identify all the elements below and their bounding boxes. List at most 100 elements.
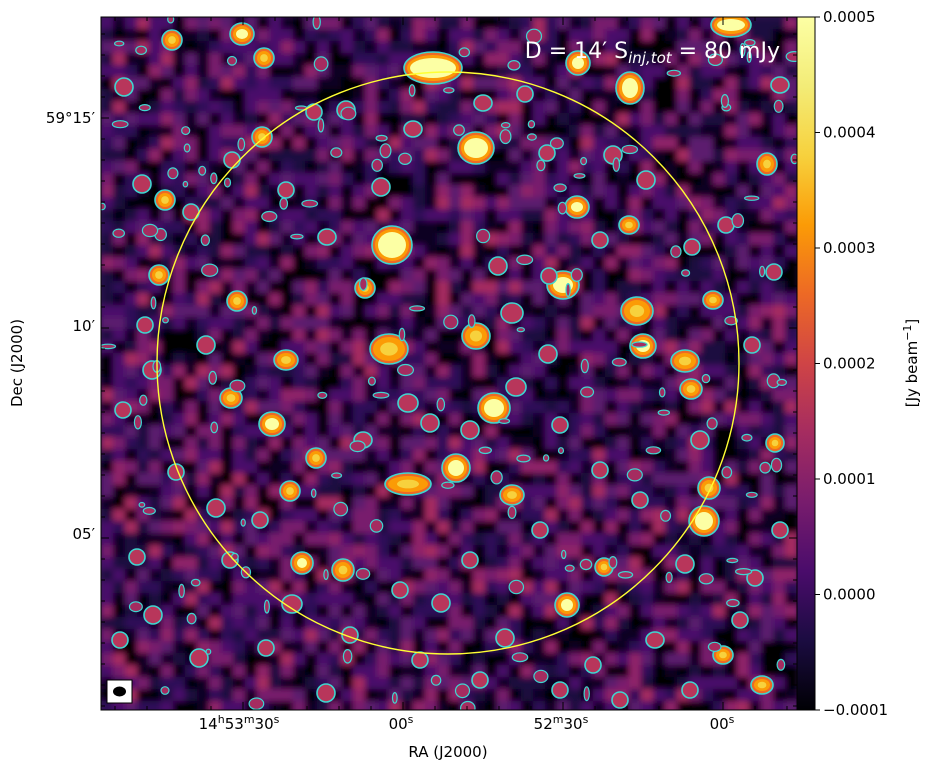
point-source — [620, 296, 654, 326]
faint-contour — [511, 652, 529, 663]
point-source — [471, 671, 489, 689]
source-core — [281, 356, 291, 364]
faint-contour — [617, 570, 634, 579]
source-contour — [690, 430, 710, 450]
point-source — [688, 505, 720, 537]
point-source — [371, 177, 391, 197]
faint-contour — [453, 124, 465, 136]
source-contour — [305, 103, 323, 121]
source-contour — [488, 256, 508, 276]
faint-contour — [536, 159, 546, 172]
point-source — [369, 333, 409, 365]
point-source — [305, 447, 327, 469]
source-contour — [584, 656, 602, 674]
faint-contour — [237, 137, 246, 151]
faint-contour — [458, 47, 470, 58]
source-core — [378, 232, 406, 258]
faint-contour — [355, 567, 371, 580]
point-source — [251, 126, 273, 148]
source-core — [448, 460, 464, 476]
faint-contour — [645, 446, 662, 455]
faint-contour — [580, 358, 589, 374]
source-core — [312, 454, 320, 462]
source-contour — [403, 120, 423, 138]
faint-contour — [342, 648, 353, 664]
source-contour — [500, 302, 524, 324]
point-source — [189, 648, 209, 668]
source-contour — [431, 593, 451, 613]
faint-contour — [133, 415, 142, 430]
source-contour — [460, 420, 480, 440]
point-source — [631, 491, 649, 509]
faint-contour — [570, 268, 583, 282]
point-source — [743, 336, 761, 354]
point-source — [746, 569, 764, 587]
source-core — [161, 196, 169, 204]
source-contour — [516, 85, 534, 103]
point-source — [710, 17, 752, 38]
faint-contour — [516, 254, 534, 266]
source-contour — [111, 631, 129, 649]
x-tick-label: 00s — [710, 713, 735, 733]
faint-contour — [731, 213, 745, 229]
faint-contour — [670, 245, 682, 258]
faint-contour — [498, 418, 511, 425]
source-core — [622, 78, 638, 98]
faint-contour — [743, 38, 756, 47]
faint-contour — [111, 120, 129, 129]
faint-contour — [621, 144, 639, 155]
point-source — [697, 476, 721, 500]
source-core — [236, 29, 248, 39]
faint-contour — [443, 314, 459, 330]
point-source — [499, 484, 525, 506]
faint-contour — [397, 363, 415, 377]
source-contour — [505, 377, 527, 397]
colorbar-tick-label: 0.0004 — [823, 124, 876, 142]
faint-contour — [317, 391, 328, 399]
source-contour — [765, 263, 783, 281]
x-tick-label: 14h53m30s — [199, 713, 280, 733]
source-contour — [645, 631, 665, 649]
faint-contour — [790, 153, 797, 165]
point-source — [229, 22, 255, 46]
faint-contour — [698, 573, 714, 585]
point-source — [273, 349, 299, 371]
point-source — [251, 511, 269, 529]
source-contour — [531, 521, 549, 539]
point-source — [551, 416, 569, 434]
source-contour — [281, 594, 303, 614]
faint-contour — [101, 343, 117, 350]
source-contour — [420, 413, 440, 433]
source-contour — [636, 170, 656, 190]
faint-contour — [142, 506, 156, 515]
source-contour — [746, 569, 764, 587]
point-source — [712, 645, 734, 665]
colorbar-tick-label: 0.0003 — [823, 239, 876, 257]
point-source — [670, 349, 700, 373]
point-source — [411, 651, 429, 669]
faint-contour — [330, 147, 343, 158]
faint-contour — [369, 519, 384, 533]
source-core — [258, 133, 266, 141]
faint-contour — [561, 549, 567, 560]
faint-contour — [726, 557, 739, 564]
faint-contour — [726, 598, 740, 608]
source-core — [695, 512, 713, 530]
axis-ticks — [101, 17, 797, 710]
faint-contour — [167, 167, 179, 180]
faint-contour — [770, 457, 783, 473]
faint-contour — [658, 387, 666, 398]
point-source — [702, 290, 724, 310]
faint-contour — [409, 305, 426, 312]
faint-contour — [201, 263, 219, 277]
point-source — [473, 94, 493, 112]
faint-contour — [499, 129, 512, 145]
faint-contour — [331, 472, 343, 479]
faint-contour — [758, 265, 766, 278]
annotation-subscript: inj,tot — [628, 49, 673, 67]
point-source — [277, 181, 295, 199]
faint-contour — [612, 157, 621, 172]
point-source — [132, 174, 152, 194]
noise-layer — [101, 17, 797, 710]
point-source — [756, 152, 778, 176]
